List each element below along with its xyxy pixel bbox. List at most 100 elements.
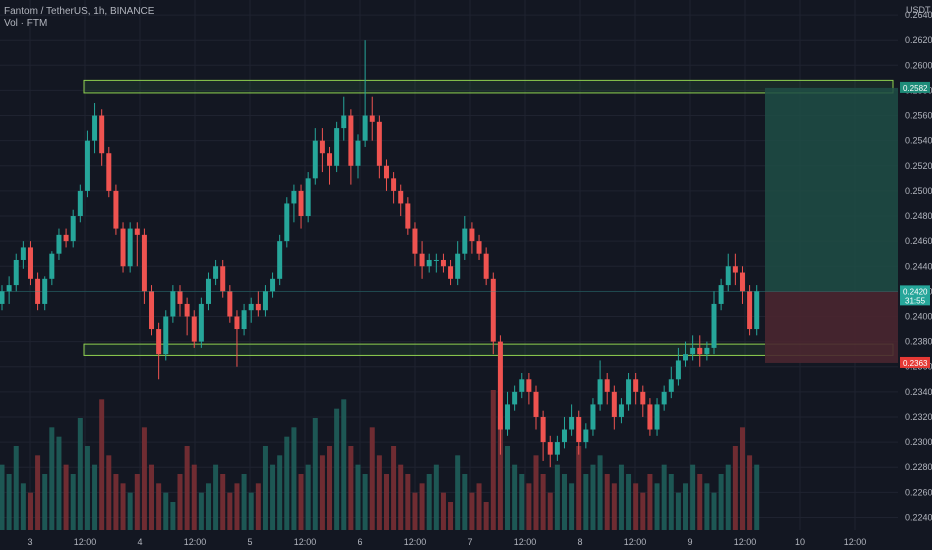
candle-body bbox=[497, 341, 503, 430]
y-tick-label: 0.2520 bbox=[905, 161, 932, 171]
candle-body bbox=[440, 259, 446, 267]
y-tick-label: 0.2340 bbox=[905, 387, 932, 397]
candle-body bbox=[697, 347, 703, 355]
candle-body bbox=[725, 266, 731, 286]
candle-body bbox=[113, 190, 119, 229]
candle-body bbox=[319, 140, 325, 154]
chart-legend: Fantom / TetherUS, 1h, BINANCE Vol · FTM bbox=[4, 6, 154, 30]
y-tick-label: 0.2400 bbox=[905, 311, 932, 321]
y-tick-label: 0.2500 bbox=[905, 186, 932, 196]
x-tick-label: 12:00 bbox=[404, 537, 427, 547]
candle-body bbox=[583, 429, 589, 443]
candle-body bbox=[476, 241, 482, 254]
candle-body bbox=[690, 347, 696, 355]
current-price-label-bg bbox=[900, 285, 930, 306]
resistance-zone bbox=[83, 79, 894, 94]
volume-bar bbox=[270, 464, 276, 530]
candle-body bbox=[376, 121, 382, 166]
candle-body bbox=[747, 291, 753, 330]
volume-bar bbox=[376, 455, 382, 530]
candle-body bbox=[469, 228, 475, 242]
candle-body bbox=[576, 416, 582, 443]
candle-body bbox=[519, 379, 525, 392]
volume-bar bbox=[141, 427, 147, 530]
candle-body bbox=[569, 416, 575, 430]
candle-body bbox=[92, 115, 98, 141]
candle-body bbox=[20, 247, 26, 260]
volume-bar bbox=[561, 474, 567, 530]
candle-body bbox=[398, 190, 404, 204]
volume-bar bbox=[433, 464, 439, 530]
y-tick-label: 0.2560 bbox=[905, 111, 932, 121]
volume-bar bbox=[305, 464, 311, 530]
x-tick-label: 7 bbox=[467, 537, 472, 547]
candle-body bbox=[554, 442, 560, 455]
candle-body bbox=[618, 404, 624, 417]
volume-bar bbox=[683, 483, 689, 530]
volume-bar bbox=[227, 492, 233, 530]
x-tick-label: 8 bbox=[577, 537, 582, 547]
candle-body bbox=[198, 303, 204, 342]
currency-label: USDT bbox=[906, 5, 931, 15]
volume-bar bbox=[369, 427, 375, 530]
candle-body bbox=[412, 228, 418, 254]
volume-bar bbox=[611, 483, 617, 530]
volume-bar bbox=[6, 474, 12, 530]
candle-body bbox=[526, 379, 532, 392]
volume-bar bbox=[483, 502, 489, 530]
time-axis[interactable]: 3 12:00 4 12:00 5 12:00 6 12:00 7 12:00 8 12:00 9 12:… bbox=[27, 537, 866, 547]
volume-bar bbox=[13, 446, 19, 530]
candle-body bbox=[227, 291, 233, 317]
x-tick-label: 10 bbox=[795, 537, 805, 547]
volume-bar bbox=[291, 427, 297, 530]
target-price-label-bg bbox=[900, 81, 930, 93]
volume-bar bbox=[70, 474, 76, 530]
x-tick-label: 12:00 bbox=[294, 537, 317, 547]
volume-bar bbox=[739, 427, 745, 530]
volume-bar bbox=[690, 464, 696, 530]
candle-body bbox=[170, 291, 176, 317]
volume-bar bbox=[92, 464, 98, 530]
candle-body bbox=[455, 253, 461, 279]
volume-bar bbox=[262, 446, 268, 530]
volume-bar bbox=[20, 483, 26, 530]
volume-bar bbox=[633, 483, 639, 530]
candle-body bbox=[448, 266, 454, 279]
candle-body bbox=[241, 310, 247, 330]
volume-bar bbox=[440, 492, 446, 530]
candle-body bbox=[490, 278, 496, 342]
candle-body bbox=[277, 241, 283, 279]
candle-body bbox=[13, 259, 19, 286]
volume-bar bbox=[127, 492, 133, 530]
candle-body bbox=[718, 285, 724, 304]
x-tick-label: 3 bbox=[27, 537, 32, 547]
candle-body bbox=[0, 291, 5, 304]
candle-body bbox=[191, 316, 197, 342]
candle-body bbox=[369, 115, 375, 122]
volume-bar bbox=[661, 464, 667, 530]
candle-body bbox=[99, 115, 105, 154]
volume-bar bbox=[106, 455, 112, 530]
candle-body bbox=[739, 272, 745, 292]
candle-body bbox=[540, 416, 546, 443]
volume-bar bbox=[732, 446, 738, 530]
candle-body bbox=[56, 234, 62, 254]
target-price-label: 0.2582 bbox=[903, 84, 928, 93]
position-tool[interactable] bbox=[0, 87, 898, 363]
candle-body bbox=[220, 266, 226, 292]
volume-bar bbox=[704, 483, 710, 530]
volume-bar bbox=[597, 455, 603, 530]
candle-body bbox=[184, 303, 190, 317]
volume-bar bbox=[462, 474, 468, 530]
volume-bar bbox=[540, 474, 546, 530]
volume-bar bbox=[77, 418, 83, 530]
candle-body bbox=[661, 391, 667, 405]
stop-price-label: 0.2363 bbox=[903, 359, 928, 368]
candle-body bbox=[433, 259, 439, 261]
volume-bar bbox=[234, 483, 240, 530]
candle-body bbox=[270, 278, 276, 292]
volume-bar bbox=[754, 464, 760, 530]
volume-bar bbox=[241, 474, 247, 530]
candle-body bbox=[711, 303, 717, 348]
